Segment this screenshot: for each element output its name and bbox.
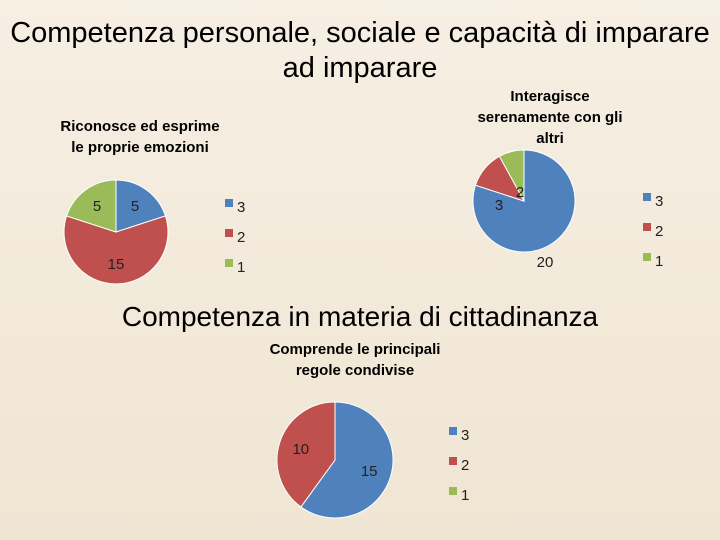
chart1-slice-label-1: 5 [93,198,101,215]
chart1-legend-label-2: 2 [237,229,245,246]
chart2-slice-1 [498,149,525,202]
chart3-legend-label-2: 2 [461,457,469,474]
chart2-slice-label-1: 2 [516,184,524,201]
chart3-legend-label-1: 1 [461,487,469,504]
chart2-title: Interagisce serenamente con gli altri [445,86,655,149]
chart2-title-line2: serenamente con gli [477,109,623,126]
chart3-legend-swatch-3 [449,427,457,435]
chart1-legend-swatch-2 [225,229,233,237]
chart2-title-line3: altri [536,130,564,147]
chart1-slice-label-3: 5 [131,198,139,215]
chart1-legend-swatch-1 [225,259,233,267]
chart1-slice-2 [63,215,169,285]
chart3-slice-label-3: 15 [361,463,378,480]
chart1-legend-label-1: 1 [237,259,245,276]
chart1-slice-label-2: 15 [108,256,125,273]
chart3-title: Comprende le principali regole condivise [240,339,470,381]
chart2-legend-swatch-1 [643,253,651,261]
chart1-title-line1: Riconosce ed esprime [60,118,220,135]
chart2-legend-label-3: 3 [655,193,663,210]
chart3-slice-label-2: 10 [292,441,309,458]
chart2-legend-swatch-2 [643,223,651,231]
chart1-title-line2: le proprie emozioni [71,139,209,156]
chart2-legend-label-1: 1 [655,253,663,270]
chart1-legend-label-3: 3 [237,199,245,216]
chart2-slice-label-2: 3 [495,197,503,214]
chart1-slice-1 [65,179,117,233]
chart3-legend-label-3: 3 [461,427,469,444]
chart1-legend-swatch-3 [225,199,233,207]
chart2-slice-label-3: 20 [537,254,554,271]
page-title-line2: ad imparare [282,52,438,84]
chart3-title-line1: Comprende le principali [269,341,441,358]
chart3-title-line2: regole condivise [295,362,415,379]
page-title: Competenza personale, sociale e capacità… [0,16,720,86]
page-title-line1: Competenza personale, sociale e capacità… [10,17,710,49]
chart3-slice-2 [276,401,336,508]
chart2-title-line1: Interagisce [510,88,590,105]
chart3-legend-swatch-2 [449,457,457,465]
section-title-cittadinanza: Competenza in materia di cittadinanza [121,301,599,332]
chart2-legend-swatch-3 [643,193,651,201]
chart1-slice-3 [115,179,167,233]
chart1-title: Riconosce ed esprime le proprie emozioni [40,116,240,158]
chart3-legend-swatch-1 [449,487,457,495]
chart2-legend-label-2: 2 [655,223,663,240]
chart3-slice-3 [300,401,394,519]
